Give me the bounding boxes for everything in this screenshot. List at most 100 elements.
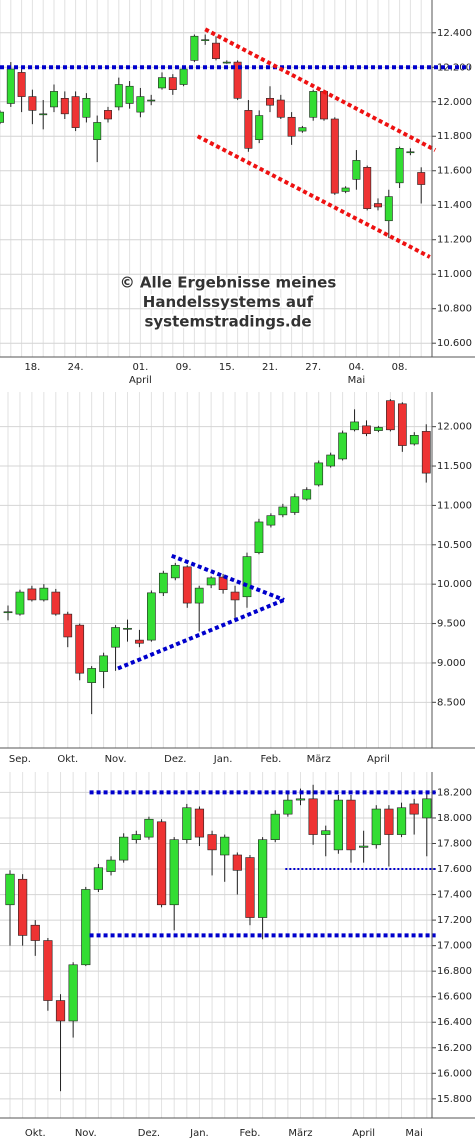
candle-body [384, 196, 393, 222]
candle-body [278, 506, 288, 516]
x-tick-label: Jan. [189, 1128, 209, 1139]
candle-body [374, 427, 383, 431]
candle-body [350, 421, 359, 431]
x-tick-label: März [288, 1128, 312, 1139]
y-tick-label: 11.000 [437, 500, 472, 511]
y-tick-label: 16.800 [437, 966, 472, 977]
trend-line [196, 134, 431, 259]
candle-body [39, 113, 48, 116]
x-tick-label: Okt. [25, 1128, 46, 1139]
candle-body [374, 203, 382, 208]
candle-body [326, 454, 336, 467]
x-tick-label: 21. [262, 362, 278, 373]
candle-body [15, 591, 25, 615]
candle-body [233, 61, 242, 99]
candle-body [68, 964, 78, 1022]
candle-body [409, 803, 419, 815]
candle-body [39, 587, 49, 601]
candle-body [71, 96, 80, 128]
candle-body [114, 84, 123, 108]
candle-body [276, 99, 285, 118]
candle-body [55, 1000, 66, 1022]
candle-body [104, 110, 112, 120]
candle-body [270, 813, 280, 840]
y-tick-label: 18.000 [437, 813, 472, 824]
y-tick-label: 12.000 [437, 97, 472, 108]
candle-body [287, 116, 296, 137]
candle-body [82, 98, 91, 118]
y-tick-label: 10.600 [437, 338, 472, 349]
y-tick-label: 11.200 [437, 235, 472, 246]
candle-body [0, 111, 4, 123]
candle-body [168, 77, 177, 90]
candle-body [87, 668, 97, 683]
candle-body [158, 572, 168, 594]
candle-body [417, 172, 426, 185]
candle-body [314, 462, 324, 486]
candle-body [330, 118, 339, 194]
candle-body [266, 515, 276, 526]
x-tick-label: Okt. [57, 754, 78, 765]
candle-body [333, 799, 343, 851]
candle-body [28, 96, 37, 111]
x-tick-label: 01. [132, 362, 148, 373]
candle-body [341, 187, 350, 192]
y-tick-label: 16.400 [437, 1017, 472, 1028]
watermark: Handelssystems auf [143, 293, 314, 311]
candle-body [60, 98, 69, 115]
candle-body [395, 148, 404, 184]
candle-body [406, 151, 415, 154]
y-tick-label: 16.200 [437, 1043, 472, 1054]
y-tick-label: 12.200 [437, 62, 472, 73]
x-tick-label: Feb. [240, 1128, 261, 1139]
y-tick-label: 12.000 [437, 422, 472, 433]
candle-body [63, 613, 73, 638]
candle-body [179, 68, 188, 85]
candle-body [232, 854, 242, 871]
candle-body [338, 432, 347, 460]
candle-body [254, 521, 264, 553]
candle-body [320, 91, 328, 120]
x-tick-label: 04. [348, 362, 364, 373]
x-tick-label: April [367, 754, 390, 765]
candle-body [245, 857, 255, 918]
candle-body [266, 98, 274, 106]
candle-body [244, 110, 253, 149]
candle-body [190, 35, 199, 61]
y-tick-label: 16.600 [437, 992, 472, 1003]
candle-body [230, 591, 240, 601]
y-tick-label: 9.000 [437, 658, 466, 669]
x-month-label: April [129, 375, 152, 386]
candle-body [212, 42, 220, 59]
y-tick-label: 11.800 [437, 131, 472, 142]
x-tick-label: Nov. [75, 1128, 97, 1139]
candle-body [255, 115, 264, 140]
y-tick-label: 18.200 [437, 787, 472, 798]
candle-body [298, 127, 307, 132]
candle-body [147, 99, 156, 102]
x-tick-label: 27. [305, 362, 321, 373]
candle-body [220, 836, 230, 856]
candle-body [144, 818, 154, 838]
candle-body [421, 431, 431, 474]
candle-body [93, 867, 104, 890]
candle-body [207, 834, 217, 851]
candle-body [258, 839, 268, 918]
candle-body [135, 639, 144, 644]
candle-body [396, 807, 407, 835]
candle-body [290, 496, 300, 513]
y-tick-label: 11.400 [437, 200, 472, 211]
candle-body [93, 122, 102, 140]
candle-body [309, 91, 318, 118]
candle-body [384, 808, 394, 835]
y-tick-label: 10.500 [437, 540, 472, 551]
x-tick-label: 09. [176, 362, 192, 373]
x-month-label: Mai [348, 375, 366, 386]
candle-body [18, 878, 28, 936]
y-tick-label: 16.000 [437, 1068, 472, 1079]
candle-body [136, 96, 145, 113]
candle-body [201, 39, 210, 41]
candle-body [75, 624, 85, 674]
y-tick-label: 17.800 [437, 838, 472, 849]
x-tick-label: 18. [24, 362, 40, 373]
